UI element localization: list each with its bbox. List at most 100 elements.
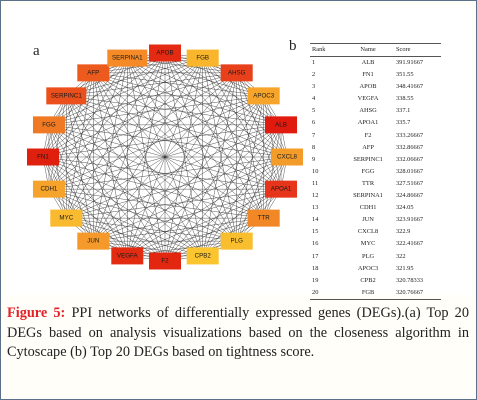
network-edge	[236, 72, 288, 158]
table-cell-rank: 7	[312, 131, 316, 139]
node-box	[46, 87, 87, 105]
table-row: 8 AFP 332.86667	[310, 142, 441, 154]
header-score: Score	[393, 43, 441, 57]
table-cell-name: CDH1	[359, 204, 377, 212]
table-cell-score: 332.06667	[395, 155, 424, 163]
table-cell-rank: 8	[312, 143, 316, 151]
network-edge	[164, 156, 288, 262]
table-cell-name: FGB	[342, 286, 394, 300]
network-edge	[93, 72, 128, 256]
node-box	[220, 232, 253, 250]
table-cell-score: 324.86667	[395, 192, 424, 200]
network-edge	[48, 188, 203, 257]
table-cell-rank: 14	[312, 216, 319, 224]
table-cell-rank: 17	[312, 252, 319, 260]
network-edge	[48, 124, 67, 219]
node-label: APOA1	[271, 186, 292, 193]
network-edge	[202, 188, 282, 257]
node-box	[186, 247, 219, 265]
table-cell-score: 335.7	[395, 119, 411, 127]
table-cell-name: PLG	[362, 252, 375, 260]
table-row: 19 CPB2 320.78333	[310, 275, 441, 287]
table-cell-name: FN1	[362, 71, 374, 79]
node-box	[32, 116, 65, 134]
node-box	[220, 64, 253, 82]
network-edge	[236, 72, 264, 219]
node-box	[247, 87, 280, 105]
network-node: JUN	[77, 232, 110, 250]
network-edge	[93, 72, 282, 126]
table-cell-rank: 11	[312, 179, 319, 187]
node-label: AHSG	[228, 69, 246, 76]
network-edge	[66, 95, 288, 158]
network-edge	[93, 95, 264, 242]
network-edge	[127, 57, 237, 242]
node-label: AFP	[87, 69, 99, 76]
table-cell-rank: 6	[312, 119, 316, 127]
network-edge	[164, 52, 288, 158]
network-edge	[127, 57, 282, 190]
table-cell-name: CXCL8	[357, 228, 379, 236]
network-edge	[48, 124, 237, 242]
network-edge	[93, 72, 282, 190]
network-edge	[48, 156, 288, 190]
network-edge	[48, 124, 94, 242]
table-cell-rank: 12	[312, 192, 319, 200]
table-row: 12 SERPINA1 324.86667	[310, 190, 441, 202]
table-body: 1 ALB 391.91667 2 FN1 351.55 3 APOB 348.41667 4 VE…	[310, 57, 441, 300]
network-edge	[93, 57, 203, 242]
table-row: 5 AHSG 337.1	[310, 105, 441, 117]
node-label: FN1	[37, 154, 49, 161]
node-label: APOC3	[253, 92, 275, 99]
table-cell-rank: 2	[312, 71, 316, 79]
node-box	[247, 209, 280, 227]
network-edge	[48, 188, 237, 242]
network-edge	[48, 95, 264, 126]
network-edge	[202, 124, 282, 257]
node-label: CDH1	[41, 186, 58, 193]
network-edge	[93, 240, 203, 257]
table-row: 9 SERPINC1 332.06667	[310, 154, 441, 166]
network-node: MYC	[50, 209, 83, 227]
table-cell-score: 322.9	[395, 228, 411, 236]
network-edge	[93, 72, 264, 219]
table-cell-name: ALB	[361, 59, 375, 66]
network-node: CDH1	[32, 180, 65, 198]
network-node: ALB	[265, 116, 298, 134]
table-cell-score: 351.55	[395, 71, 414, 79]
node-label: CPB2	[195, 252, 212, 259]
table-cell-rank: 4	[312, 95, 316, 103]
network-edge	[127, 52, 166, 256]
network-nodes: APOB FGB AHSG APOC3 ALB CXCL8 APOA1 TTR PLG CPB2 F…	[27, 44, 303, 270]
table-header-row: Rank Name Score	[310, 43, 441, 57]
network-edge	[263, 95, 282, 190]
network-edge	[42, 156, 166, 262]
network-node: APOC3	[247, 87, 280, 105]
network-edge	[42, 156, 94, 242]
network-node: F2	[149, 252, 181, 270]
network-node: FGB	[186, 49, 219, 67]
table-row: 14 JUN 323.91667	[310, 214, 441, 226]
table-cell-name: CPB2	[360, 276, 376, 284]
network-edge	[48, 124, 203, 257]
table-row: 11 TTR 327.51667	[310, 178, 441, 190]
network-node: CXCL8	[271, 148, 303, 166]
node-label: FGB	[196, 55, 209, 62]
network-edge	[66, 72, 237, 97]
node-box	[111, 247, 144, 265]
figure-caption: Figure 5: PPI networks of differentially…	[7, 304, 469, 363]
network-edge	[164, 52, 203, 256]
network-edge	[42, 156, 237, 242]
table-cell-score: 320.78333	[395, 276, 424, 284]
table-cell-name: VEGFA	[357, 95, 379, 103]
table-cell-rank: 10	[312, 167, 319, 175]
table-cell-name: SERPINC1	[353, 155, 383, 163]
network-edge	[48, 57, 128, 126]
node-box	[265, 180, 298, 198]
table-cell-name: MYC	[360, 240, 376, 248]
node-label: SERPINA1	[112, 55, 143, 62]
network-edge	[66, 72, 237, 219]
table-row: 15 CXCL8 322.9	[310, 226, 441, 238]
network-node: SERPINA1	[107, 49, 148, 67]
table-cell-name: SERPINA1	[353, 192, 383, 200]
